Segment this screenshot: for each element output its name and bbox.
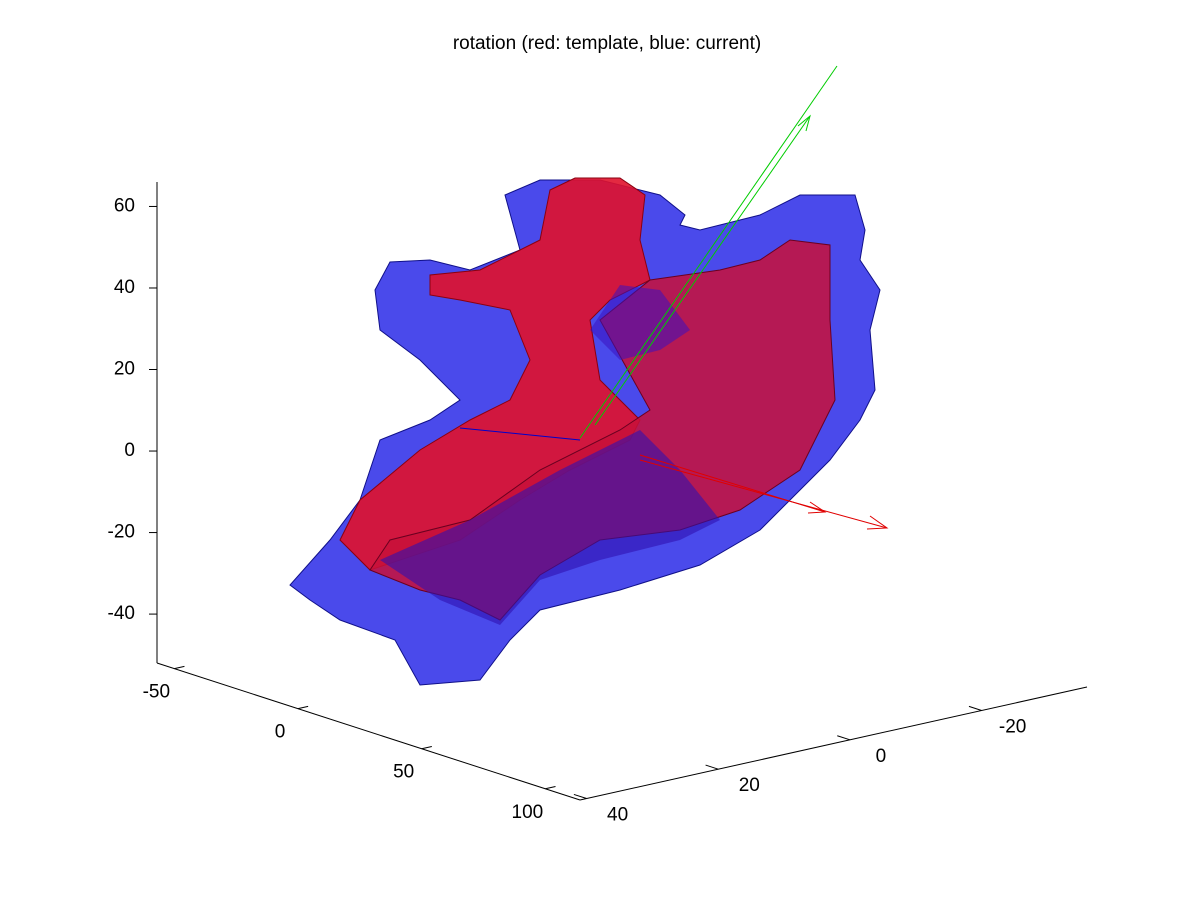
y-axis-line bbox=[579, 686, 1088, 801]
current-overlay-top bbox=[590, 285, 690, 360]
x-tick-label: -50 bbox=[143, 682, 170, 703]
chart-title: rotation (red: template, blue: current) bbox=[453, 33, 761, 54]
x-tick-label: 0 bbox=[275, 722, 286, 743]
y-tick bbox=[705, 764, 719, 770]
z-tick-label: 0 bbox=[124, 440, 135, 461]
y-tick bbox=[573, 793, 587, 800]
y-tick-label: -20 bbox=[999, 716, 1026, 737]
frame-arrows bbox=[459, 65, 889, 530]
x-axis-line bbox=[156, 662, 581, 801]
y-axis-arrow bbox=[594, 115, 811, 426]
y-axis-arrow bbox=[579, 65, 838, 439]
x-tick-label: 50 bbox=[393, 762, 414, 783]
x-tick bbox=[545, 786, 556, 790]
y-tick bbox=[837, 735, 851, 741]
x-tick bbox=[421, 745, 432, 750]
z-tick-label: 60 bbox=[114, 195, 135, 216]
x-tick bbox=[174, 665, 185, 670]
z-tick-label: 40 bbox=[114, 277, 135, 298]
z-tick-label: 20 bbox=[114, 359, 135, 380]
x-tick bbox=[297, 705, 309, 710]
surfaces bbox=[289, 177, 881, 686]
x-axis-arrow bbox=[639, 459, 888, 529]
x-axis-arrow bbox=[639, 454, 826, 513]
arrow-head bbox=[797, 114, 811, 132]
z-tick-label: -40 bbox=[108, 603, 135, 624]
z-tick-label: -20 bbox=[108, 522, 135, 543]
x-tick-label: 100 bbox=[512, 802, 544, 823]
arrow-head bbox=[807, 501, 827, 514]
y-tick-label: 40 bbox=[607, 805, 628, 826]
y-tick bbox=[968, 705, 982, 711]
y-tick-label: 0 bbox=[876, 746, 887, 767]
y-tick-label: 20 bbox=[739, 775, 760, 796]
axes: -50 0 50 100 40 20 0 -20 -40 -20 0 20 40 60 bbox=[108, 182, 1088, 826]
arrow-head bbox=[866, 515, 889, 530]
current-overlay bbox=[380, 430, 720, 625]
z-axis-arrow bbox=[459, 427, 581, 441]
